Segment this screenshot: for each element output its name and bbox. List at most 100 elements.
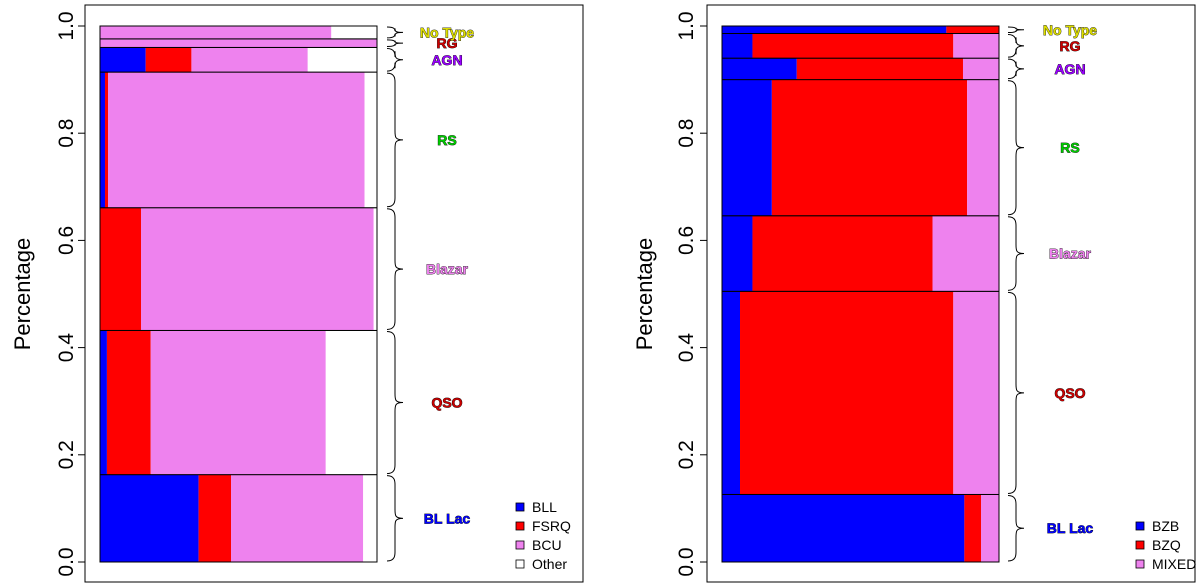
category-label-blazar: Blazar — [426, 261, 469, 277]
cell-bl-lac-bzb — [722, 494, 965, 562]
brace-blazar — [386, 208, 404, 330]
cell-agn-other — [307, 47, 377, 73]
legend-swatch-bll — [515, 502, 525, 512]
cell-blazar-fsrq — [100, 207, 141, 331]
y-tick-label: 0.6 — [55, 226, 78, 255]
brace-qso — [1007, 291, 1025, 494]
category-label-no-type: No Type — [1043, 22, 1097, 38]
cell-no-type-other — [331, 26, 377, 39]
cell-rs-mixed — [967, 79, 999, 216]
cell-qso-bcu — [150, 330, 326, 475]
cell-agn-bzb — [722, 58, 797, 80]
brace-rs — [386, 72, 404, 208]
cell-agn-fsrq — [145, 47, 192, 73]
category-label-rg: RG — [1060, 38, 1081, 54]
row-outline-no-type — [99, 25, 378, 40]
category-label-rg: RG — [437, 35, 458, 51]
cell-blazar-bzq — [752, 215, 933, 292]
panel-2: 0.0 0.2 0.4 0.6 0.8 1.0 Percentage BL Lac QSO Bla… — [632, 4, 1196, 583]
cell-rg-bcu — [100, 38, 377, 48]
cell-rs-bzb — [722, 79, 772, 216]
cell-blazar-other — [373, 207, 377, 331]
y-tick-label: 0.0 — [675, 547, 698, 576]
cell-rs-bll — [100, 72, 105, 208]
cell-blazar-bzb — [722, 215, 753, 292]
legend-label-other: Other — [532, 556, 567, 572]
category-label-qso: QSO — [1054, 385, 1085, 401]
category-label-agn: AGN — [431, 52, 462, 68]
brace-no-type — [386, 26, 404, 39]
legend-label-bll: BLL — [532, 499, 557, 515]
panel-1: 0.0 0.2 0.4 0.6 0.8 1.0 Percentage BL Lac QSO Bla… — [10, 4, 584, 583]
cell-bl-lac-fsrq — [198, 474, 232, 562]
y-tick-label: 0.8 — [675, 119, 698, 148]
category-label-qso: QSO — [431, 395, 462, 411]
y-axis-label: Percentage — [10, 238, 35, 351]
y-tick-label: 0.6 — [675, 226, 698, 255]
cell-blazar-bcu — [140, 207, 374, 331]
legend-label-fsrq: FSRQ — [532, 518, 571, 534]
cell-agn-bll — [100, 47, 146, 73]
brace-rg — [1007, 34, 1025, 58]
category-label-blazar: Blazar — [1049, 246, 1092, 262]
brace-blazar — [1007, 216, 1025, 291]
legend-label-mixed: MIXED — [1152, 556, 1196, 572]
cell-rg-bzq — [752, 33, 954, 59]
category-label-agn: AGN — [1054, 61, 1085, 77]
cell-blazar-mixed — [932, 215, 999, 292]
cell-bl-lac-mixed — [980, 494, 999, 562]
cell-bl-lac-bll — [100, 474, 199, 562]
y-tick-label: 0.2 — [675, 440, 698, 469]
brace-rs — [1007, 80, 1025, 216]
cell-no-type-bcu — [100, 26, 332, 39]
cell-agn-mixed — [962, 58, 999, 80]
cell-qso-bll — [100, 330, 107, 475]
cell-rs-other — [364, 72, 377, 208]
brace-agn — [1007, 58, 1025, 80]
cell-qso-other — [325, 330, 377, 475]
cell-rs-bcu — [108, 72, 365, 208]
y-tick-label: 0.4 — [675, 333, 698, 363]
cell-rg-bzb — [722, 33, 753, 59]
cell-qso-bzq — [740, 291, 954, 495]
legend-swatch-fsrq — [515, 521, 525, 531]
legend-label-bzq: BZQ — [1152, 537, 1181, 553]
y-tick-label: 0.4 — [55, 333, 78, 363]
category-label-rs: RS — [437, 132, 456, 148]
cell-no-type-bzb — [722, 26, 947, 34]
legend-swatch-bzb — [1135, 521, 1145, 531]
brace-bl-lac — [1007, 494, 1025, 562]
category-label-bl-lac: BL Lac — [424, 510, 471, 526]
legend-swatch-bzq — [1135, 540, 1145, 550]
brace-agn — [386, 47, 404, 72]
y-tick-label: 0.0 — [55, 547, 78, 576]
cell-qso-mixed — [953, 291, 999, 495]
cell-qso-fsrq — [106, 330, 151, 475]
cell-no-type-bzq — [946, 26, 999, 34]
cell-bl-lac-bzq — [964, 494, 981, 562]
legend-label-bcu: BCU — [532, 537, 562, 553]
legend-label-bzb: BZB — [1152, 518, 1179, 534]
y-tick-label: 0.2 — [55, 440, 78, 469]
brace-rg — [386, 39, 404, 47]
y-tick-label: 1.0 — [55, 11, 78, 40]
cell-rg-mixed — [953, 33, 999, 59]
category-label-no-type: No Type — [420, 24, 474, 40]
brace-bl-lac — [386, 475, 404, 562]
category-label-rs: RS — [1060, 140, 1079, 156]
cell-bl-lac-other — [363, 474, 377, 562]
plot-frame — [84, 4, 584, 583]
brace-qso — [386, 330, 404, 475]
cell-agn-bzq — [796, 58, 963, 80]
cell-qso-bzb — [722, 291, 741, 495]
legend-swatch-mixed — [1135, 559, 1145, 569]
cell-rs-bzq — [771, 79, 968, 216]
cell-bl-lac-bcu — [231, 474, 364, 562]
category-label-bl-lac: BL Lac — [1047, 520, 1094, 536]
y-tick-label: 1.0 — [675, 11, 698, 40]
y-tick-label: 0.8 — [55, 119, 78, 148]
legend-swatch-other — [515, 559, 525, 569]
plot-frame — [706, 4, 1196, 583]
legend-swatch-bcu — [515, 540, 525, 550]
